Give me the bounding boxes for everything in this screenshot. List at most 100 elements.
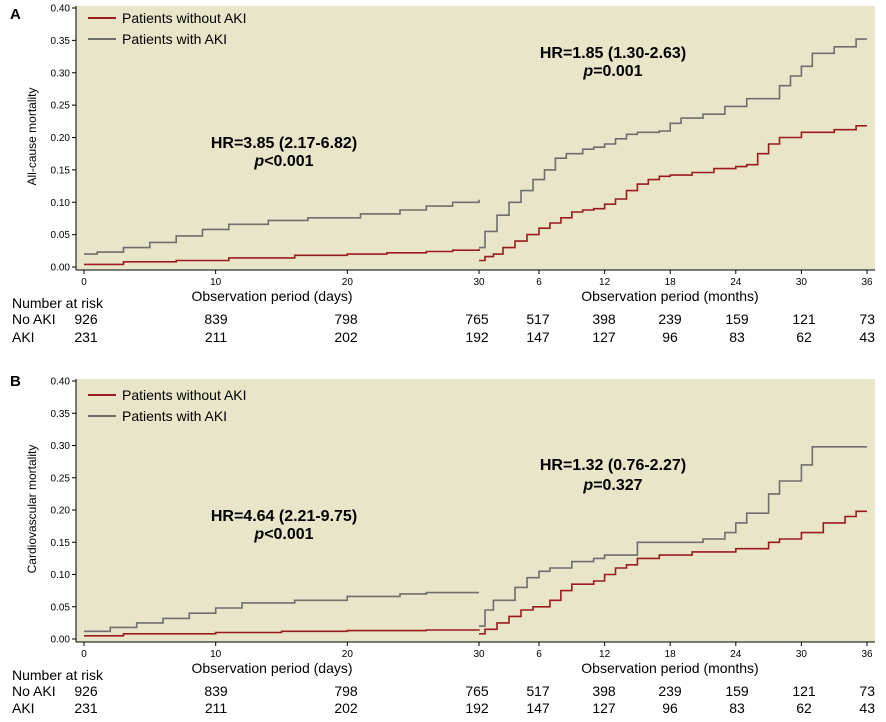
x-tick-label: 0 — [81, 277, 87, 288]
risk-value: 73 — [859, 683, 875, 699]
risk-value: 765 — [465, 311, 489, 327]
x-axis-label-months: Observation period (months) — [581, 660, 758, 676]
hr-annotation: HR=1.32 (0.76-2.27) — [540, 457, 686, 474]
y-axis-label: Cardiovascular mortality — [25, 445, 39, 574]
plot-background — [76, 379, 875, 642]
p-symbol: p — [253, 153, 264, 170]
legend-label: Patients without AKI — [122, 387, 247, 403]
x-tick-label: 30 — [796, 277, 808, 288]
series-line-days-with-aki — [84, 199, 480, 255]
risk-row-label: No AKI — [12, 683, 56, 699]
p-value: <0.001 — [264, 153, 313, 170]
x-tick-label: 10 — [210, 649, 222, 660]
y-tick-label: 0.40 — [51, 4, 71, 15]
x-tick-label: 30 — [473, 277, 485, 288]
series-line-months-with-aki — [479, 446, 867, 627]
risk-value: 398 — [592, 311, 616, 327]
x-tick-label: 30 — [796, 649, 808, 660]
p-value: <0.001 — [264, 526, 313, 543]
y-tick-label: 0.05 — [51, 602, 71, 613]
risk-value: 62 — [796, 700, 812, 716]
y-tick-label: 0.30 — [51, 441, 71, 452]
series-line-months-without-aki — [479, 125, 867, 262]
risk-value: 73 — [859, 311, 875, 327]
risk-value: 62 — [796, 329, 812, 345]
x-tick-label: 36 — [861, 649, 873, 660]
series-line-days-with-aki — [84, 591, 479, 633]
risk-value: 926 — [74, 683, 98, 699]
panel-letter: B — [10, 373, 21, 390]
risk-value: 231 — [74, 700, 98, 716]
risk-value: 83 — [729, 700, 745, 716]
x-tick-label: 24 — [730, 277, 742, 288]
risk-value: 159 — [725, 311, 749, 327]
y-tick-label: 0.10 — [51, 198, 71, 209]
risk-value: 147 — [526, 329, 550, 345]
y-tick-label: 0.00 — [51, 635, 71, 646]
risk-value: 43 — [859, 700, 875, 716]
p-value-annotation: p<0.001 — [253, 526, 313, 543]
x-axis-label-days: Observation period (days) — [191, 288, 352, 304]
risk-value: 121 — [792, 311, 816, 327]
x-axis-label-days: Observation period (days) — [191, 660, 352, 676]
risk-value: 192 — [465, 700, 489, 716]
x-tick-label: 0 — [81, 649, 87, 660]
y-tick-label: 0.25 — [51, 473, 71, 484]
risk-value: 798 — [334, 311, 358, 327]
risk-value: 239 — [658, 311, 682, 327]
series-line-months-with-aki — [479, 38, 867, 249]
risk-value: 517 — [526, 311, 550, 327]
risk-value: 798 — [334, 683, 358, 699]
p-value-annotation: p=0.327 — [582, 477, 642, 494]
risk-value: 127 — [592, 329, 616, 345]
y-tick-label: 0.25 — [51, 101, 71, 112]
y-tick-label: 0.40 — [51, 377, 71, 388]
series-line-months-without-aki — [479, 510, 867, 635]
y-tick-label: 0.30 — [51, 68, 71, 79]
x-tick-label: 36 — [861, 277, 873, 288]
risk-value: 147 — [526, 700, 550, 716]
risk-value: 192 — [465, 329, 489, 345]
x-tick-label: 12 — [599, 649, 611, 660]
x-tick-label: 12 — [599, 277, 611, 288]
x-tick-label: 24 — [730, 649, 742, 660]
y-tick-label: 0.20 — [51, 133, 71, 144]
legend-label: Patients with AKI — [122, 408, 227, 424]
hr-annotation: HR=1.85 (1.30-2.63) — [540, 45, 686, 62]
risk-value: 202 — [334, 700, 358, 716]
plot-background — [76, 6, 875, 270]
p-value-annotation: p=0.001 — [582, 63, 642, 80]
panel-letter: A — [10, 6, 21, 23]
x-tick-label: 18 — [665, 649, 677, 660]
risk-row-label: AKI — [12, 700, 35, 716]
legend-label: Patients with AKI — [122, 31, 227, 47]
risk-value: 159 — [725, 683, 749, 699]
series-line-days-without-aki — [84, 629, 480, 637]
risk-table-title: Number at risk — [12, 295, 104, 311]
risk-value: 517 — [526, 683, 550, 699]
y-tick-label: 0.35 — [51, 36, 71, 47]
risk-value: 239 — [658, 683, 682, 699]
y-tick-label: 0.35 — [51, 409, 71, 420]
hr-annotation: HR=3.85 (2.17-6.82) — [211, 135, 357, 152]
risk-row-label: No AKI — [12, 311, 56, 327]
x-axis-label-months: Observation period (months) — [581, 288, 758, 304]
p-symbol: p — [582, 63, 593, 80]
y-tick-label: 0.00 — [51, 263, 71, 274]
risk-value: 96 — [662, 329, 678, 345]
risk-value: 121 — [792, 683, 816, 699]
x-tick-label: 6 — [536, 277, 542, 288]
risk-value: 926 — [74, 311, 98, 327]
y-tick-label: 0.20 — [51, 506, 71, 517]
risk-value: 202 — [334, 329, 358, 345]
y-tick-label: 0.10 — [51, 570, 71, 581]
risk-value: 765 — [465, 683, 489, 699]
risk-value: 839 — [204, 311, 228, 327]
x-tick-label: 18 — [665, 277, 677, 288]
p-value: =0.001 — [593, 63, 642, 80]
x-tick-label: 20 — [342, 277, 354, 288]
risk-value: 127 — [592, 700, 616, 716]
series-line-days-without-aki — [84, 248, 480, 266]
risk-table-title: Number at risk — [12, 667, 104, 683]
